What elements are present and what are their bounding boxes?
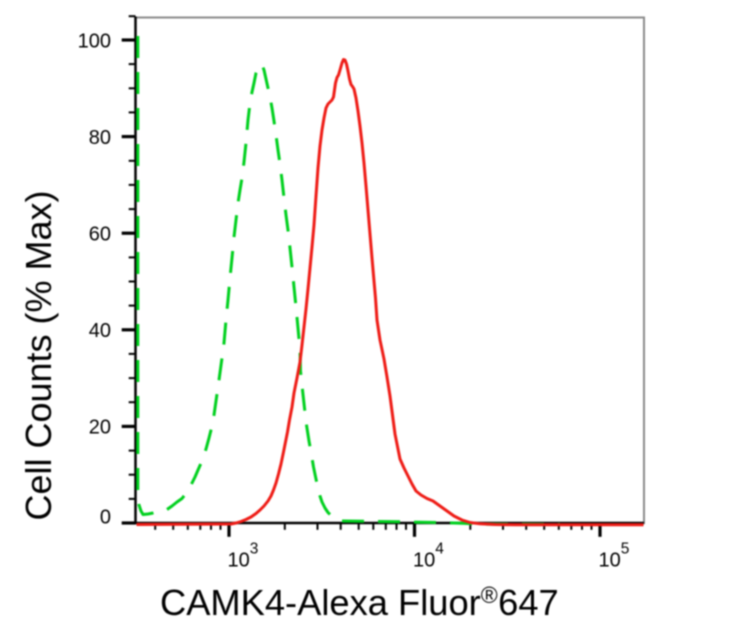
svg-text:80: 80 <box>89 127 111 149</box>
svg-text:100: 100 <box>78 30 111 52</box>
svg-text:60: 60 <box>89 224 111 246</box>
svg-text:Cell Counts (% Max): Cell Counts (% Max) <box>18 190 59 520</box>
svg-text:0: 0 <box>100 506 111 528</box>
svg-text:CAMK4-Alexa Fluor®647: CAMK4-Alexa Fluor®647 <box>160 582 559 623</box>
svg-text:20: 20 <box>89 417 111 439</box>
svg-text:40: 40 <box>89 320 111 342</box>
